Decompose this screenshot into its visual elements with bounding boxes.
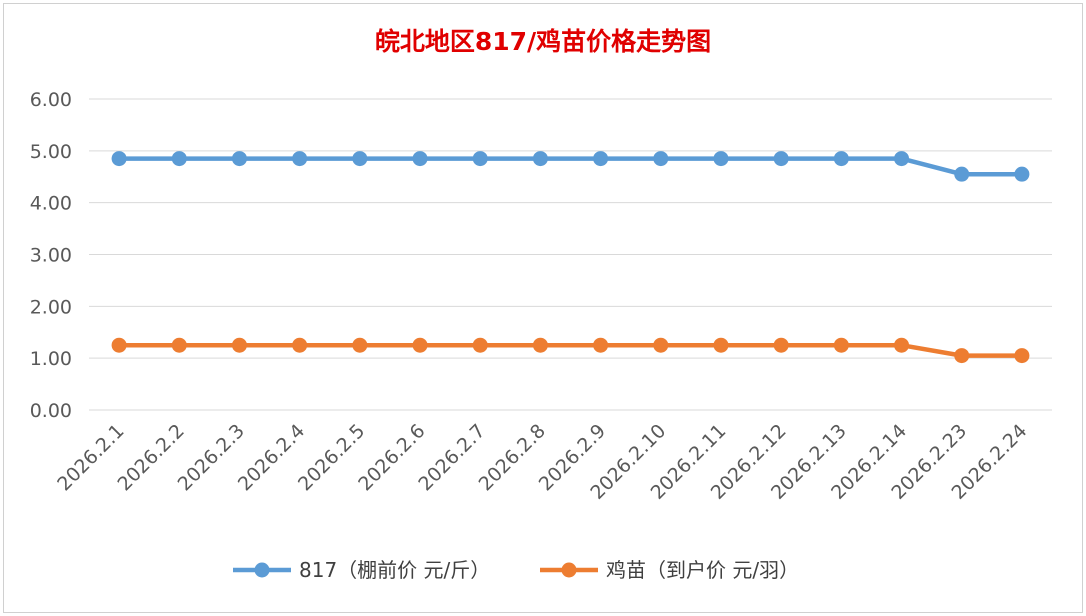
legend-label: 鸡苗（到户价 元/羽） bbox=[606, 558, 799, 582]
y-tick-label: 1.00 bbox=[30, 348, 72, 370]
data-point bbox=[833, 151, 849, 167]
data-point bbox=[894, 337, 910, 353]
data-point bbox=[593, 337, 609, 353]
data-point bbox=[954, 348, 970, 364]
data-point bbox=[352, 337, 368, 353]
series-2 bbox=[111, 337, 1030, 364]
legend-entry-2: 鸡苗（到户价 元/羽） bbox=[540, 558, 799, 582]
series-line bbox=[116, 342, 1025, 358]
series-layer bbox=[111, 151, 1030, 364]
data-point bbox=[292, 151, 308, 167]
y-tick-label: 3.00 bbox=[30, 245, 72, 267]
data-point bbox=[532, 151, 548, 167]
y-tick-label: 4.00 bbox=[30, 193, 72, 215]
data-point bbox=[1014, 166, 1030, 182]
series-1 bbox=[111, 151, 1030, 182]
data-point bbox=[412, 337, 428, 353]
chart-frame bbox=[3, 3, 1083, 613]
legend: 817（棚前价 元/斤） 鸡苗（到户价 元/羽） bbox=[233, 558, 799, 582]
series-line bbox=[116, 156, 1025, 177]
data-point bbox=[352, 151, 368, 167]
data-point bbox=[412, 151, 428, 167]
data-point bbox=[653, 151, 669, 167]
data-point bbox=[833, 337, 849, 353]
data-point bbox=[472, 151, 488, 167]
data-point bbox=[894, 151, 910, 167]
data-point bbox=[231, 337, 247, 353]
data-point bbox=[1014, 348, 1030, 364]
data-point bbox=[231, 151, 247, 167]
data-point bbox=[593, 151, 609, 167]
x-axis-ticks: 2026.2.12026.2.22026.2.32026.2.42026.2.5… bbox=[53, 420, 1031, 504]
data-point bbox=[954, 166, 970, 182]
legend-marker bbox=[254, 562, 270, 578]
data-point bbox=[472, 337, 488, 353]
y-tick-label: 2.00 bbox=[30, 296, 72, 318]
y-tick-label: 0.00 bbox=[30, 400, 72, 422]
data-point bbox=[713, 151, 729, 167]
data-point bbox=[773, 337, 789, 353]
data-point bbox=[171, 151, 187, 167]
data-point bbox=[532, 337, 548, 353]
y-tick-label: 6.00 bbox=[30, 89, 72, 111]
y-axis-ticks: 0.00 1.00 2.00 3.00 4.00 5.00 6.00 bbox=[30, 89, 72, 422]
legend-entry-1: 817（棚前价 元/斤） bbox=[233, 558, 490, 582]
data-point bbox=[773, 151, 789, 167]
data-point bbox=[111, 337, 127, 353]
gridlines bbox=[89, 98, 1052, 411]
data-point bbox=[292, 337, 308, 353]
data-point bbox=[653, 337, 669, 353]
legend-label: 817（棚前价 元/斤） bbox=[299, 558, 490, 582]
data-point bbox=[713, 337, 729, 353]
y-tick-label: 5.00 bbox=[30, 141, 72, 163]
chart-title: 皖北地区817/鸡苗价格走势图 bbox=[375, 27, 711, 56]
data-point bbox=[111, 151, 127, 167]
data-point bbox=[171, 337, 187, 353]
legend-marker bbox=[561, 562, 577, 578]
